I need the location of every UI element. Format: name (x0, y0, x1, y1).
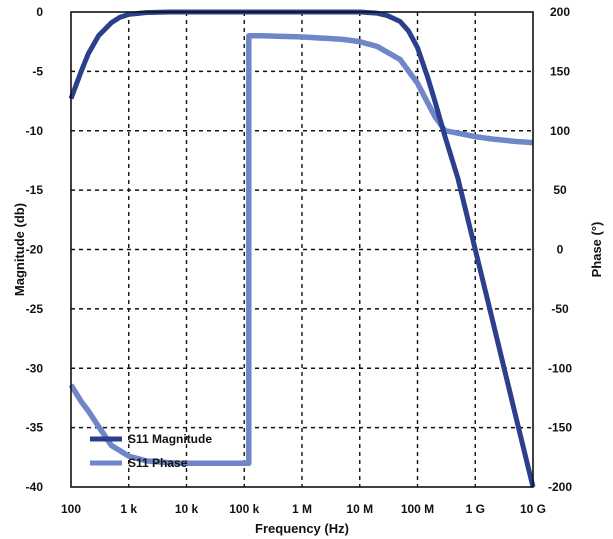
right-y-tick-label: -200 (548, 480, 572, 494)
right-axis-title: Phase (°) (589, 222, 604, 278)
legend-label-s11-phase: S11 Phase (128, 456, 188, 470)
x-tick-label: 1 M (292, 502, 312, 516)
grid-lines (71, 12, 533, 487)
x-tick-label: 100 k (229, 502, 259, 516)
legend-label-s11-magnitude: S11 Magnitude (128, 432, 212, 446)
plot-frame (70, 11, 534, 488)
right-y-tick-label: 0 (557, 243, 564, 257)
tick-labels: 100 1 k 10 k 100 k 1 M 10 M 100 M 1 G 10 G 0 -5 -10… (26, 5, 573, 516)
left-y-tick-label: -20 (26, 243, 44, 257)
x-tick-label: 10 k (175, 502, 199, 516)
right-y-tick-label: -50 (551, 302, 569, 316)
left-y-tick-label: -40 (26, 480, 44, 494)
left-y-tick-label: -15 (26, 183, 44, 197)
x-tick-label: 1 k (120, 502, 137, 516)
x-tick-label: 100 M (401, 502, 434, 516)
right-y-tick-label: 100 (550, 124, 570, 138)
right-y-tick-label: 150 (550, 64, 570, 78)
x-tick-label: 100 (61, 502, 81, 516)
x-axis-title: Frequency (Hz) (255, 521, 349, 536)
x-tick-label: 1 G (466, 502, 485, 516)
left-y-tick-label: -5 (32, 64, 43, 78)
left-y-tick-label: -10 (26, 124, 44, 138)
left-y-tick-label: -35 (26, 421, 44, 435)
right-y-tick-label: -100 (548, 361, 572, 375)
left-y-tick-label: 0 (36, 5, 43, 19)
right-y-tick-label: 50 (553, 183, 567, 197)
legend: S11 Magnitude S11 Phase (90, 432, 212, 470)
left-y-tick-label: -25 (26, 302, 44, 316)
x-tick-label: 10 G (520, 502, 546, 516)
right-y-tick-label: -150 (548, 421, 572, 435)
left-axis-title: Magnitude (db) (12, 203, 27, 296)
left-y-tick-label: -30 (26, 361, 44, 375)
right-y-tick-label: 200 (550, 5, 570, 19)
s11-phase-line (68, 33, 534, 466)
x-tick-label: 10 M (346, 502, 373, 516)
